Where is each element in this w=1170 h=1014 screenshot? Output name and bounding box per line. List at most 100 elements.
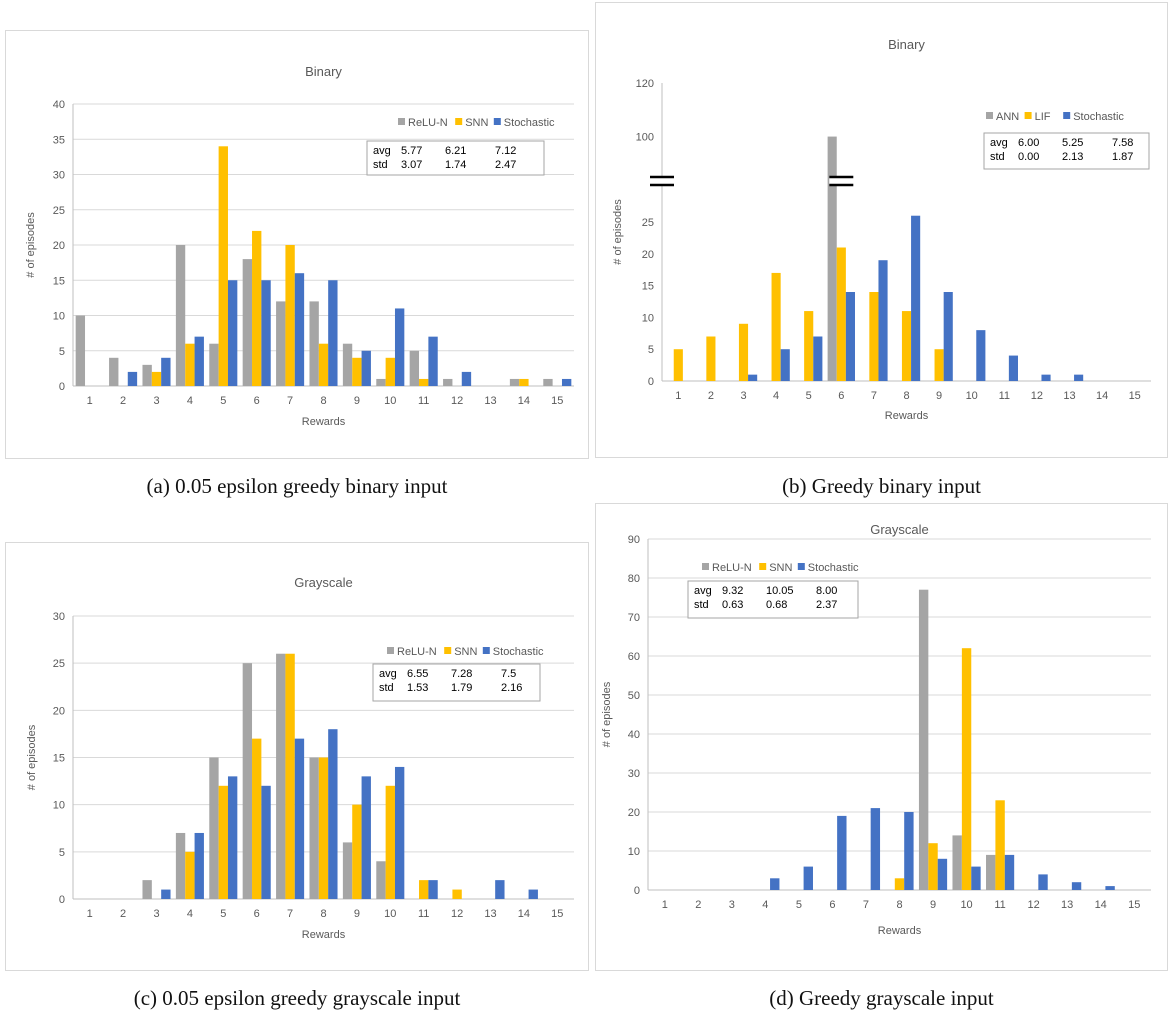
stats-value: 1.87 bbox=[1112, 151, 1133, 163]
legend-swatch bbox=[444, 647, 452, 654]
legend-swatch bbox=[387, 647, 394, 654]
bar-relu-n bbox=[242, 259, 253, 386]
y-tick-label: 60 bbox=[628, 651, 640, 663]
x-tick-label: 14 bbox=[1096, 390, 1108, 402]
bar-snn bbox=[218, 785, 228, 899]
caption-a: (a) 0.05 epsilon greedy binary input bbox=[146, 474, 448, 498]
stats-label: avg bbox=[694, 585, 712, 597]
bar-snn bbox=[318, 757, 329, 899]
bar-stochastic bbox=[911, 215, 921, 381]
y-tick-label: 35 bbox=[53, 134, 65, 146]
bar-stochastic bbox=[1041, 374, 1051, 381]
x-tick-label: 13 bbox=[1063, 390, 1075, 402]
bar-lif bbox=[673, 349, 683, 381]
bar-stochastic bbox=[428, 336, 438, 386]
bar-stochastic bbox=[845, 292, 855, 381]
y-tick-label: 15 bbox=[53, 753, 65, 765]
chart-panel-b: Binary 0 5 10 15 20 25 100 120 1 2 3 4 5 6 7 8 9 10 11 12 13 1… bbox=[595, 2, 1168, 458]
bar-stochastic bbox=[261, 785, 271, 899]
bar-stochastic bbox=[943, 292, 953, 381]
stats-box bbox=[687, 580, 859, 619]
bar-lif bbox=[706, 336, 716, 381]
legend-swatch bbox=[1024, 112, 1032, 119]
bar-stochastic bbox=[495, 880, 505, 899]
x-tick-label: 13 bbox=[484, 908, 496, 920]
y-tick-label: 10 bbox=[642, 312, 654, 324]
stats-value: 1.74 bbox=[445, 159, 466, 171]
bar-relu-n bbox=[409, 350, 420, 386]
bar-stochastic bbox=[748, 374, 758, 381]
x-tick-label: 8 bbox=[320, 395, 326, 407]
y-tick-label: 5 bbox=[59, 346, 65, 358]
stats-value: 8.00 bbox=[816, 585, 837, 597]
y-tick-label: 10 bbox=[53, 311, 65, 323]
stats-label: std bbox=[373, 159, 388, 171]
bar-snn bbox=[385, 785, 395, 899]
stats-value: 2.16 bbox=[501, 682, 522, 694]
bar-relu-n bbox=[509, 378, 520, 386]
legend-swatch bbox=[455, 118, 463, 125]
x-tick-label: 1 bbox=[87, 908, 93, 920]
stats-value: 0.68 bbox=[766, 599, 787, 611]
y-axis-label: # of episodes bbox=[601, 681, 613, 747]
x-tick-label: 7 bbox=[287, 908, 293, 920]
bar-snn bbox=[352, 357, 362, 386]
legend-swatch bbox=[493, 118, 501, 125]
stats-value: 2.37 bbox=[816, 599, 837, 611]
y-tick-label: 15 bbox=[642, 281, 654, 293]
x-tick-label: 9 bbox=[930, 899, 936, 911]
x-tick-label: 10 bbox=[966, 390, 978, 402]
x-tick-label: 9 bbox=[354, 395, 360, 407]
x-tick-label: 3 bbox=[153, 395, 159, 407]
bar-relu-n bbox=[543, 378, 553, 386]
bar-stochastic bbox=[428, 880, 438, 899]
legend-entry: Stochastic bbox=[808, 562, 859, 574]
y-tick-label: 20 bbox=[53, 240, 65, 252]
bar-stochastic bbox=[971, 866, 981, 890]
x-axis-label: Rewards bbox=[878, 925, 922, 937]
y-tick-label: 0 bbox=[634, 885, 640, 897]
bar-stochastic bbox=[161, 357, 171, 386]
y-axis-label: # of episodes bbox=[612, 199, 624, 265]
caption-c: (c) 0.05 epsilon greedy grayscale input bbox=[133, 986, 461, 1010]
x-tick-label: 4 bbox=[187, 395, 193, 407]
y-tick-label: 5 bbox=[648, 344, 654, 356]
stats-label: avg bbox=[379, 668, 397, 680]
x-tick-label: 1 bbox=[87, 395, 93, 407]
stats-value: 6.00 bbox=[1018, 137, 1039, 149]
x-tick-label: 12 bbox=[451, 395, 463, 407]
stats-value: 2.13 bbox=[1062, 151, 1083, 163]
x-axis-label: Rewards bbox=[302, 416, 346, 428]
bar-stochastic bbox=[770, 878, 780, 890]
bar-lif bbox=[901, 311, 912, 381]
bar-snn bbox=[928, 843, 938, 890]
stats-value: 0.00 bbox=[1018, 151, 1039, 163]
x-tick-label: 4 bbox=[187, 908, 193, 920]
stats-value: 7.12 bbox=[495, 145, 516, 157]
y-tick-label: 90 bbox=[628, 534, 640, 546]
y-tick-label: 30 bbox=[53, 611, 65, 623]
x-tick-label: 7 bbox=[863, 899, 869, 911]
bar-stochastic bbox=[1071, 882, 1082, 890]
bar-stochastic bbox=[227, 776, 238, 899]
stats-value: 1.53 bbox=[407, 682, 428, 694]
y-tick-label: 0 bbox=[59, 381, 65, 393]
x-tick-label: 5 bbox=[220, 908, 226, 920]
chart-title: Grayscale bbox=[870, 522, 929, 537]
bar-snn bbox=[419, 378, 429, 386]
stats-value: 7.5 bbox=[501, 668, 516, 680]
caption-d: (d) Greedy grayscale input bbox=[769, 986, 994, 1010]
x-tick-label: 7 bbox=[287, 395, 293, 407]
stats-value: 6.55 bbox=[407, 668, 428, 680]
x-tick-label: 11 bbox=[418, 908, 429, 920]
chart-panel-c: Grayscale 0 5 10 15 20 25 30 1 2 3 4 5 6 7 8 9 10 11 12 13 14… bbox=[5, 542, 589, 971]
y-axis-label: # of episodes bbox=[26, 724, 38, 790]
legend-entry: Stochastic bbox=[504, 117, 555, 129]
bar-stochastic bbox=[1004, 854, 1015, 890]
stats-label: avg bbox=[990, 137, 1008, 149]
x-tick-label: 2 bbox=[695, 899, 701, 911]
x-tick-label: 9 bbox=[354, 908, 360, 920]
chart-title: Binary bbox=[305, 64, 342, 79]
y-tick-label: 25 bbox=[53, 205, 65, 217]
